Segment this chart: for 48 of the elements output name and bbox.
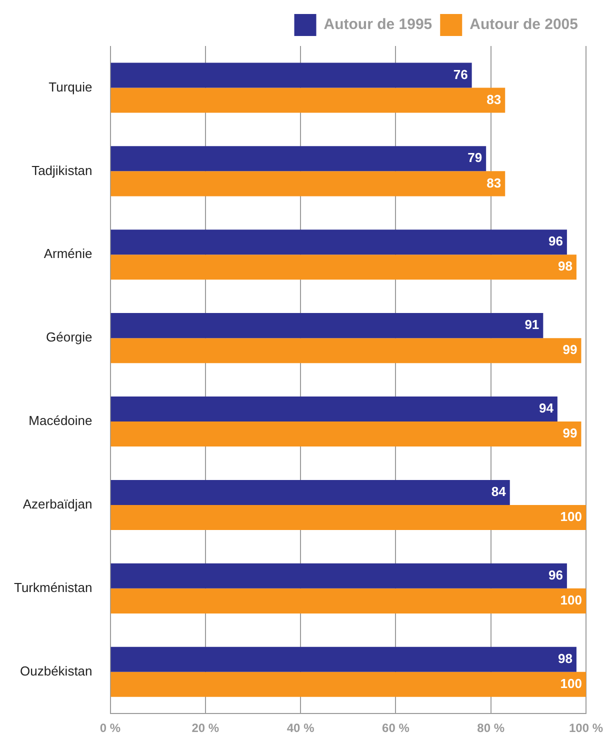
y-tick-label: Turkménistan [14, 580, 92, 596]
data-label: 96 [548, 234, 563, 249]
legend-label: Autour de 1995 [324, 16, 432, 34]
y-tick-label: Arménie [44, 246, 92, 262]
bar [110, 480, 510, 505]
bar [110, 646, 576, 672]
bar [110, 563, 567, 588]
y-tick-label: Géorgie [46, 330, 92, 345]
bar [110, 396, 558, 422]
bar [110, 504, 586, 530]
bar [110, 146, 486, 172]
bar [110, 338, 582, 364]
data-label: 98 [558, 258, 572, 274]
y-tick-label: Macédoine [28, 413, 92, 428]
data-label: 83 [486, 175, 502, 190]
bar [110, 672, 586, 697]
data-label: 100 [560, 592, 582, 608]
x-tick-label: 0 % [100, 721, 121, 736]
y-tick-label: Ouzbékistan [20, 663, 92, 678]
y-tick-label: Turquie [48, 79, 92, 94]
bar [110, 254, 576, 280]
bar [110, 230, 567, 255]
data-label: 100 [560, 509, 582, 524]
bar [110, 171, 506, 196]
data-label: 91 [524, 317, 540, 332]
data-label: 99 [562, 342, 578, 358]
bar [110, 588, 586, 614]
data-label: 94 [538, 400, 554, 416]
data-label: 84 [491, 484, 507, 500]
data-label: 79 [468, 150, 482, 166]
bar [110, 313, 544, 338]
y-tick-label: Tadjikistan [32, 162, 92, 178]
data-label: 76 [453, 66, 468, 82]
data-label: 100 [560, 676, 582, 691]
x-tick-label: 20 % [192, 721, 220, 736]
x-tick-label: 60 % [382, 721, 410, 736]
bar [110, 62, 472, 88]
x-tick-label: 80 % [477, 721, 505, 736]
x-tick-label: 100 % [568, 721, 604, 736]
x-tick-label: 40 % [286, 721, 315, 736]
legend-label: Autour de 2005 [470, 16, 578, 34]
bar [110, 88, 506, 113]
y-tick-label: Azerbaïdjan [22, 496, 92, 512]
data-label: 99 [562, 426, 578, 441]
data-label: 98 [558, 650, 572, 666]
data-label: 96 [548, 567, 563, 582]
data-label: 83 [486, 92, 502, 107]
bar [110, 422, 582, 447]
